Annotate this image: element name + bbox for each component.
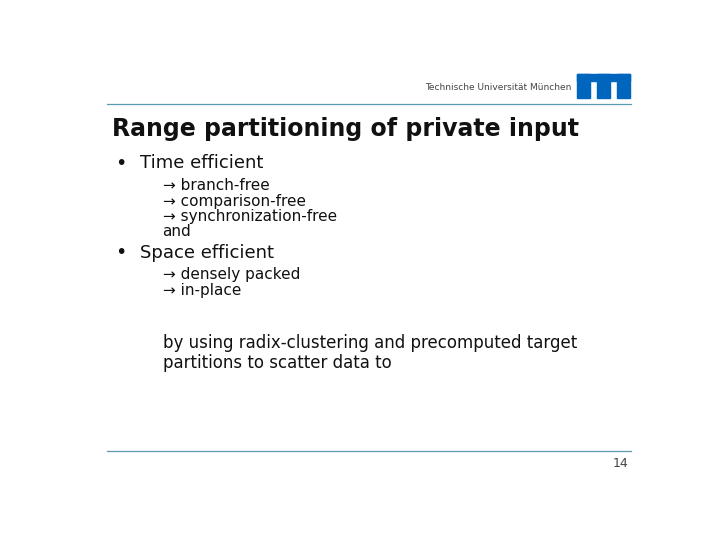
Text: Technische Universität München: Technische Universität München [425, 83, 571, 92]
Text: → synchronization-free: → synchronization-free [163, 210, 337, 225]
Bar [597, 74, 610, 98]
Text: partitions to scatter data to: partitions to scatter data to [163, 354, 391, 373]
Text: Range partitioning of private input: Range partitioning of private input [112, 117, 580, 141]
Text: •: • [115, 243, 127, 262]
Text: → comparison-free: → comparison-free [163, 194, 305, 208]
Text: Time efficient: Time efficient [140, 154, 264, 172]
Text: → branch-free: → branch-free [163, 178, 269, 193]
Text: → densely packed: → densely packed [163, 267, 300, 282]
Text: and: and [163, 224, 192, 239]
Text: Space efficient: Space efficient [140, 244, 274, 262]
Bar [616, 74, 629, 98]
Text: by using radix-clustering and precomputed target: by using radix-clustering and precompute… [163, 334, 577, 353]
Text: 14: 14 [613, 457, 629, 470]
Bar [577, 74, 629, 80]
Text: •: • [115, 154, 127, 173]
Text: → in-place: → in-place [163, 282, 241, 298]
Bar [577, 74, 590, 98]
